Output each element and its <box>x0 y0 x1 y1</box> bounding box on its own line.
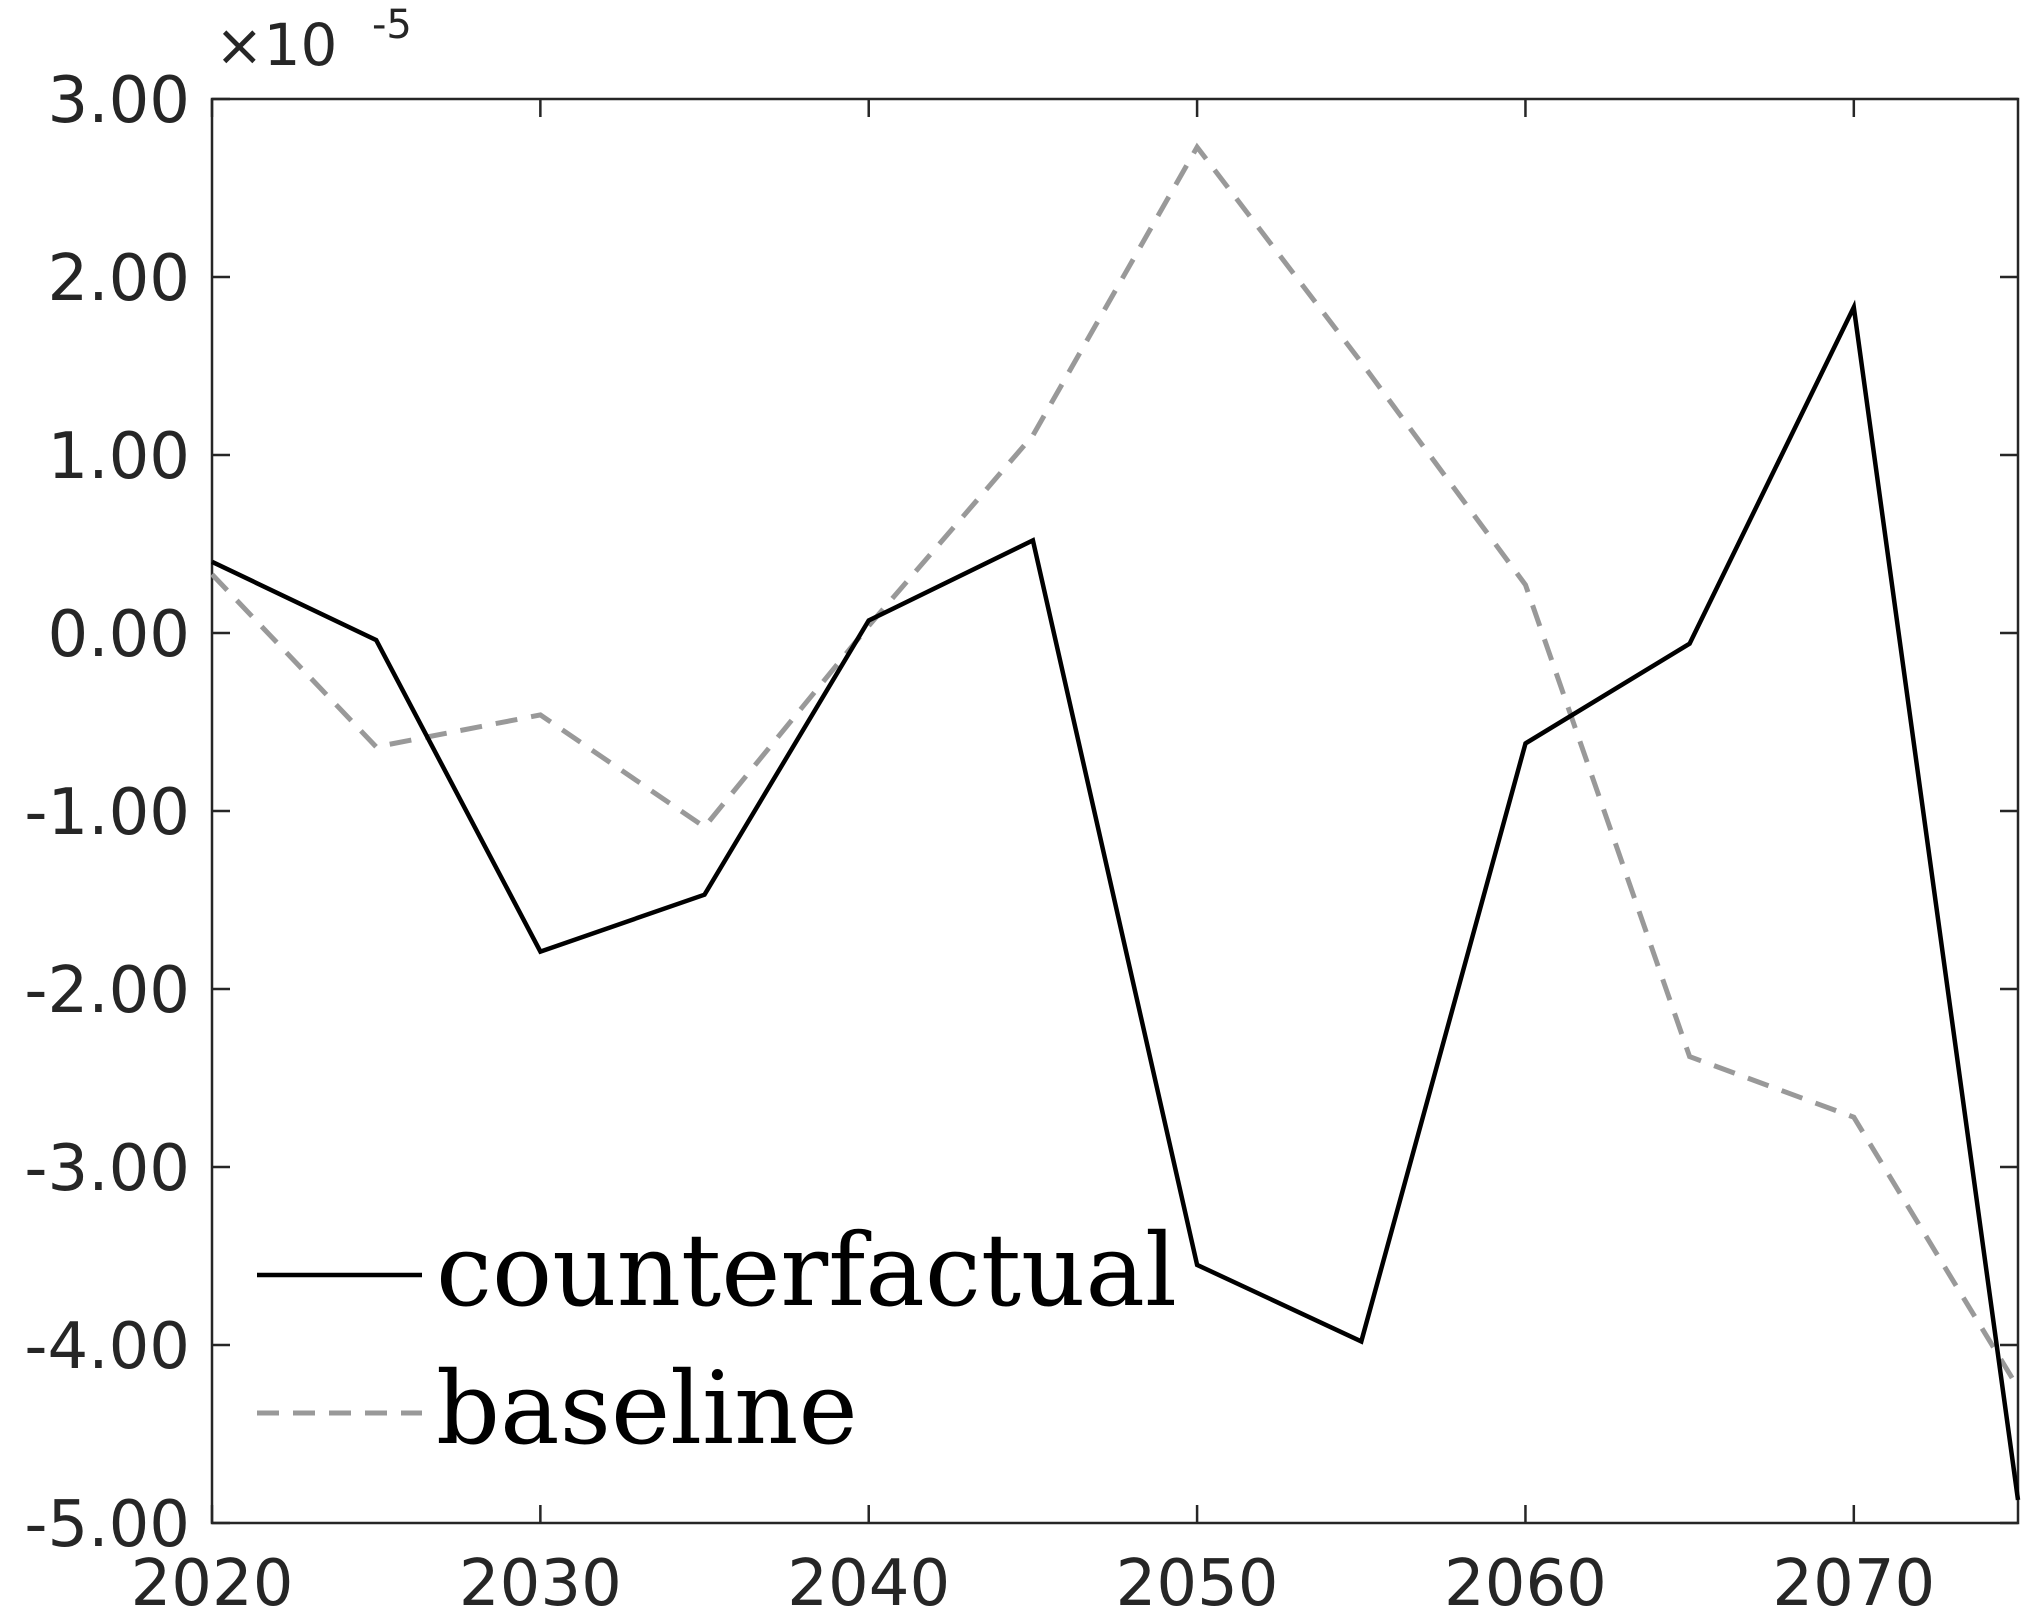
legend: counterfactual baseline <box>257 1212 1177 1467</box>
y-tick-label: 3.00 <box>48 64 191 138</box>
tick-labels: 2020 2030 2040 2050 2060 2070 3.00 2.00 1.00 0.00… <box>24 64 1935 1621</box>
series-line-counterfactual <box>211 299 2021 1501</box>
y-tick-label: 0.00 <box>48 598 191 672</box>
y-tick-label: -4.00 <box>24 1310 190 1384</box>
series-line-baseline <box>210 142 2021 1389</box>
legend-label-baseline: baseline <box>436 1350 858 1467</box>
legend-label-counterfactual: counterfactual <box>436 1212 1177 1329</box>
x-tick-label: 2060 <box>1444 1547 1607 1621</box>
x-tick-label: 2070 <box>1772 1547 1935 1621</box>
x-tick-label: 2050 <box>1116 1547 1279 1621</box>
x-tick-label: 2020 <box>131 1547 294 1621</box>
x-tick-label: 2040 <box>787 1547 950 1621</box>
series-lines <box>210 142 2021 1501</box>
x-tick-label: 2030 <box>459 1547 622 1621</box>
y-tick-label: -1.00 <box>24 776 190 850</box>
y-tick-label: 1.00 <box>48 420 191 494</box>
y-scale-exponent: -5 <box>372 2 412 48</box>
axes <box>210 97 2020 1525</box>
y-tick-label: 2.00 <box>48 242 191 316</box>
y-tick-label: -3.00 <box>24 1132 190 1206</box>
y-tick-label: -5.00 <box>24 1488 190 1562</box>
y-scale-multiplier: ×10 <box>215 11 337 79</box>
y-tick-label: -2.00 <box>24 954 190 1028</box>
